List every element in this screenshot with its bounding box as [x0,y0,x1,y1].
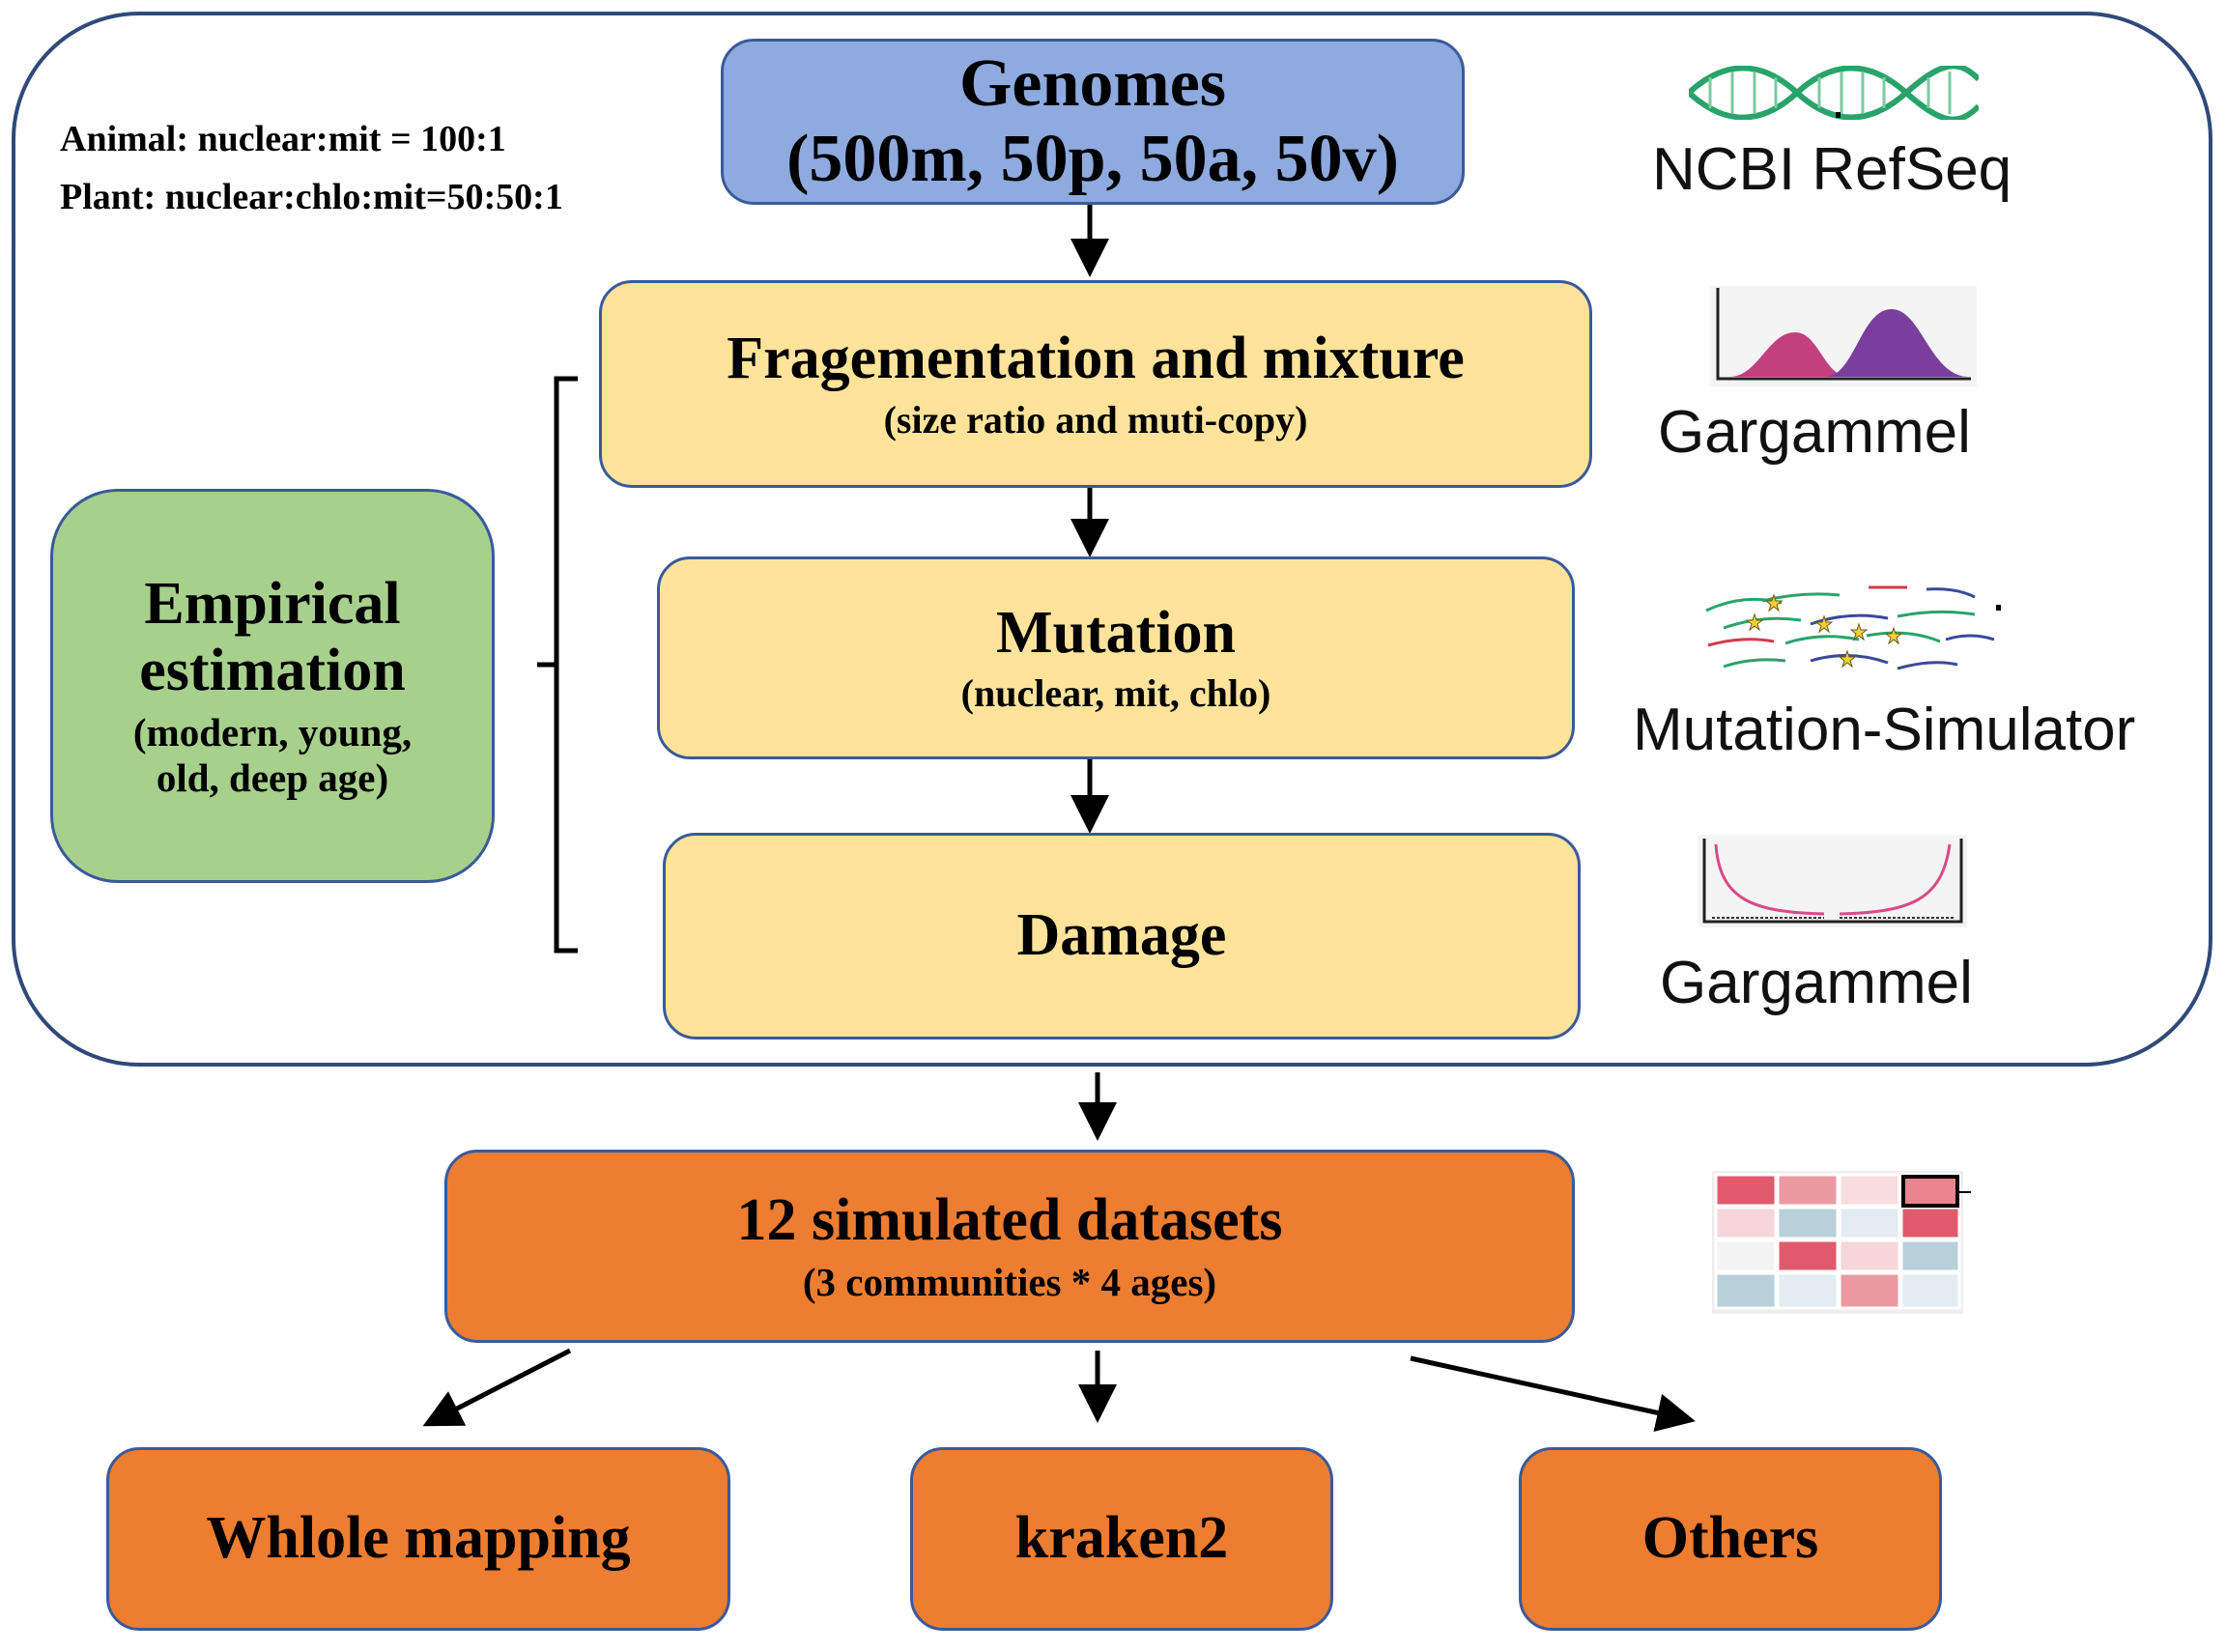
whole-mapping-box: Whlole mapping [106,1447,730,1631]
mutation-simulator-label: Mutation-Simulator [1633,697,2136,763]
gargammel-fragmentation-label: Gargammel [1658,399,1971,466]
plant-ratio-text: Plant: nuclear:chlo:mit=50:50:1 [60,177,563,217]
damage-curve-icon [1698,835,1967,927]
others-box: Others [1519,1447,1942,1631]
ncbi-refseq-label: NCBI RefSeq [1652,136,2012,203]
whole-mapping-label: Whlole mapping [206,1505,631,1572]
empirical-line4: old, deep age) [156,755,389,801]
fragmentation-box: Fragementation and mixture (size ratio a… [599,280,1592,488]
genomes-subtitle: (500m, 50p, 50a, 50v) [786,122,1399,196]
fragmentation-title: Fragementation and mixture [727,326,1465,392]
empirical-line3: (modern, young, [132,709,413,755]
damage-title: Damage [1016,902,1227,969]
kraken2-label: kraken2 [1014,1505,1229,1572]
mutation-subtitle: (nuclear, mit, chlo) [960,671,1271,716]
genomes-title: Genomes [958,45,1227,121]
length-distribution-icon [1710,286,1977,386]
others-label: Others [1641,1505,1819,1572]
mutation-box: Mutation (nuclear, mit, chlo) [657,556,1575,759]
dna-helix-icon [1689,66,1979,120]
empirical-line1: Empirical [144,570,401,637]
kraken2-box: kraken2 [910,1447,1333,1631]
mutated-reads-icon [1705,585,2001,670]
heatmap-grid-icon [1712,1171,1971,1314]
datasets-subtitle: (3 communities * 4 ages) [802,1259,1217,1304]
damage-box: Damage [663,833,1581,1040]
arrow-to-whole-mapping [422,1348,572,1427]
simulated-datasets-box: 12 simulated datasets (3 communities * 4… [444,1150,1575,1343]
empirical-line2: estimation [139,638,406,704]
datasets-title: 12 simulated datasets [736,1187,1283,1254]
gargammel-damage-label: Gargammel [1660,950,1973,1016]
fragmentation-subtitle: (size ratio and muti-copy) [883,397,1308,441]
empirical-estimation-box: Empirical estimation (modern, young, old… [50,489,495,883]
genomes-box: Genomes (500m, 50p, 50a, 50v) [721,39,1465,205]
mutation-title: Mutation [996,599,1236,666]
arrow-to-others [1410,1355,1696,1432]
animal-ratio-text: Animal: nuclear:mit = 100:1 [60,119,506,159]
grouping-bracket [537,376,578,954]
simulation-frame [12,12,2212,1067]
